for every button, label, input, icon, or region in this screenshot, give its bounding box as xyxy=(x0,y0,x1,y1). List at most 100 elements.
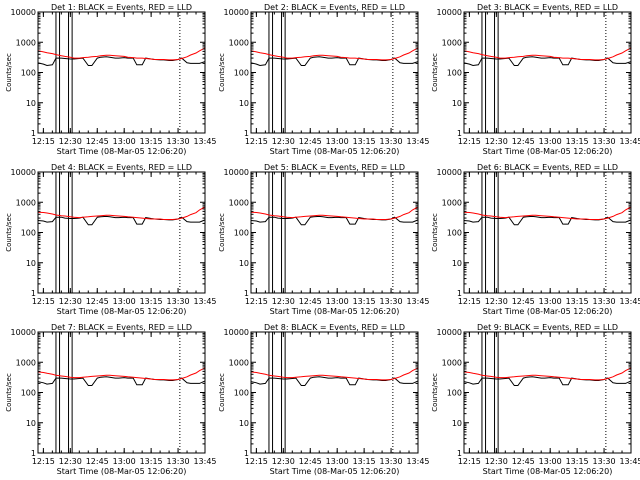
y-tick-label: 1 xyxy=(31,289,36,298)
y-tick-label: 10 xyxy=(452,259,462,268)
x-axis-label: Start Time (08-Mar-05 12:06:20) xyxy=(270,467,400,476)
y-tick-label: 100 xyxy=(447,229,462,238)
y-tick-label: 10000 xyxy=(437,8,462,17)
y-tick-label: 1 xyxy=(244,129,249,138)
x-tick-label: 12:30 xyxy=(272,297,295,306)
chart-title: Det 6: BLACK = Events, RED = LLD xyxy=(477,163,618,172)
x-tick-label: 12:45 xyxy=(86,137,109,146)
x-tick-label: 13:45 xyxy=(193,457,216,466)
chart-title: Det 1: BLACK = Events, RED = LLD xyxy=(51,3,192,12)
x-tick-label: 12:30 xyxy=(272,457,295,466)
x-tick-label: 13:45 xyxy=(619,297,640,306)
chart-title: Det 4: BLACK = Events, RED = LLD xyxy=(51,163,192,172)
chart-title: Det 5: BLACK = Events, RED = LLD xyxy=(264,163,405,172)
series-line-events xyxy=(38,376,205,386)
x-tick-label: 12:45 xyxy=(299,457,322,466)
y-tick-label: 10 xyxy=(452,419,462,428)
chart-title: Det 9: BLACK = Events, RED = LLD xyxy=(477,323,618,332)
series-line-events xyxy=(464,56,631,67)
chart-panel: Det 3: BLACK = Events, RED = LLD 1 10 100 10… xyxy=(431,3,640,156)
y-axis-label: Counts/sec xyxy=(218,53,226,92)
x-tick-label: 12:15 xyxy=(32,137,55,146)
y-tick-label: 10000 xyxy=(11,168,36,177)
x-axis-label: Start Time (08-Mar-05 12:06:20) xyxy=(57,307,187,316)
y-tick-label: 10 xyxy=(26,419,36,428)
x-axis-label: Start Time (08-Mar-05 12:06:20) xyxy=(270,307,400,316)
y-axis-label: Counts/sec xyxy=(218,213,226,252)
y-tick-label: 1000 xyxy=(442,38,462,47)
y-tick-label: 100 xyxy=(447,69,462,78)
x-tick-label: 13:00 xyxy=(113,137,136,146)
y-tick-label: 10 xyxy=(239,419,249,428)
y-tick-label: 1 xyxy=(457,129,462,138)
x-axis-label: Start Time (08-Mar-05 12:06:20) xyxy=(483,307,613,316)
y-tick-label: 1 xyxy=(244,449,249,458)
chart-panel: Det 6: BLACK = Events, RED = LLD 1 10 100 10… xyxy=(431,163,640,316)
y-tick-label: 100 xyxy=(21,69,36,78)
y-tick-label: 10000 xyxy=(224,8,249,17)
x-tick-label: 12:15 xyxy=(458,297,481,306)
y-tick-label: 10000 xyxy=(224,328,249,337)
chart-panel: Det 9: BLACK = Events, RED = LLD 1 10 100 10… xyxy=(431,323,640,476)
x-tick-label: 13:15 xyxy=(353,137,376,146)
y-tick-label: 10000 xyxy=(437,328,462,337)
x-tick-label: 13:00 xyxy=(113,457,136,466)
y-tick-label: 1000 xyxy=(16,358,36,367)
chart-panel: Det 5: BLACK = Events, RED = LLD 1 10 100 10… xyxy=(218,163,430,316)
y-tick-label: 1 xyxy=(244,289,249,298)
y-tick-label: 1000 xyxy=(229,358,249,367)
x-tick-label: 12:45 xyxy=(512,137,535,146)
series-line-events xyxy=(251,56,418,67)
x-tick-label: 13:30 xyxy=(380,297,403,306)
x-tick-label: 13:15 xyxy=(140,297,163,306)
chart-title: Det 8: BLACK = Events, RED = LLD xyxy=(264,323,405,332)
series-line-lld xyxy=(251,367,418,381)
x-tick-label: 12:15 xyxy=(32,297,55,306)
x-tick-label: 12:30 xyxy=(485,297,508,306)
x-tick-label: 13:15 xyxy=(353,297,376,306)
x-tick-label: 12:30 xyxy=(59,137,82,146)
x-tick-label: 13:45 xyxy=(406,297,429,306)
x-tick-label: 12:45 xyxy=(512,297,535,306)
y-tick-label: 10000 xyxy=(437,168,462,177)
y-tick-label: 1000 xyxy=(16,38,36,47)
x-tick-label: 13:15 xyxy=(566,297,589,306)
x-tick-label: 12:45 xyxy=(86,297,109,306)
x-tick-label: 13:45 xyxy=(619,457,640,466)
y-tick-label: 10 xyxy=(26,99,36,108)
x-tick-label: 13:30 xyxy=(593,457,616,466)
y-tick-label: 10 xyxy=(26,259,36,268)
y-tick-label: 1000 xyxy=(442,358,462,367)
x-tick-label: 12:15 xyxy=(245,297,268,306)
x-tick-label: 12:30 xyxy=(485,137,508,146)
y-axis-label: Counts/sec xyxy=(431,53,439,92)
x-tick-label: 13:00 xyxy=(326,137,349,146)
chart-panel: Det 7: BLACK = Events, RED = LLD 1 10 100 10… xyxy=(5,323,217,476)
y-tick-label: 1 xyxy=(457,289,462,298)
x-tick-label: 13:30 xyxy=(380,457,403,466)
y-tick-label: 1000 xyxy=(16,198,36,207)
y-axis-label: Counts/sec xyxy=(5,53,13,92)
y-tick-label: 100 xyxy=(234,389,249,398)
x-tick-label: 12:45 xyxy=(299,137,322,146)
x-tick-label: 13:00 xyxy=(326,297,349,306)
x-tick-label: 12:30 xyxy=(59,297,82,306)
y-axis-label: Counts/sec xyxy=(431,213,439,252)
y-tick-label: 1 xyxy=(457,449,462,458)
y-tick-label: 10000 xyxy=(11,8,36,17)
series-line-events xyxy=(38,56,205,67)
x-tick-label: 13:15 xyxy=(566,457,589,466)
x-tick-label: 13:30 xyxy=(167,137,190,146)
x-tick-label: 13:45 xyxy=(619,137,640,146)
x-tick-label: 13:30 xyxy=(380,137,403,146)
chart-panel: Det 1: BLACK = Events, RED = LLD 1 10 100 10… xyxy=(5,3,217,156)
x-tick-label: 13:30 xyxy=(593,297,616,306)
x-tick-label: 13:45 xyxy=(193,137,216,146)
x-tick-label: 13:15 xyxy=(140,457,163,466)
y-tick-label: 100 xyxy=(447,389,462,398)
x-tick-label: 13:45 xyxy=(193,297,216,306)
chart-title: Det 3: BLACK = Events, RED = LLD xyxy=(477,3,618,12)
x-tick-label: 13:00 xyxy=(539,137,562,146)
chart-panel: Det 4: BLACK = Events, RED = LLD 1 10 100 10… xyxy=(5,163,217,316)
